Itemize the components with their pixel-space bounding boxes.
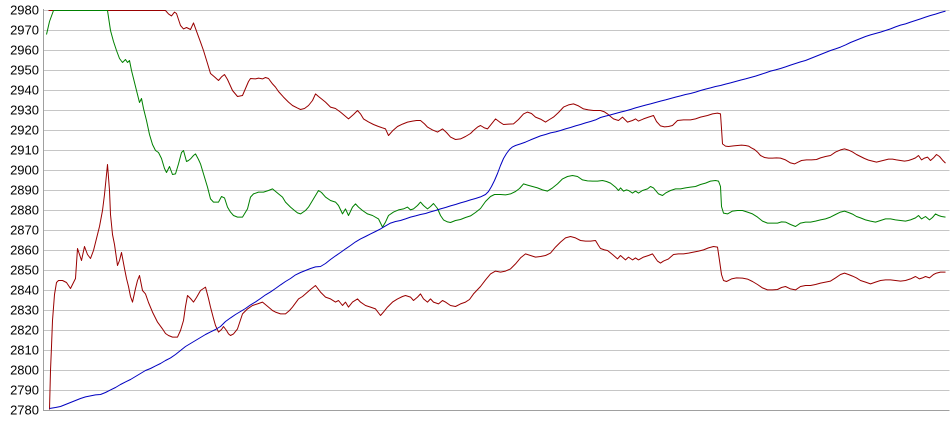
y-tick-label-2860: 2860 xyxy=(10,243,39,258)
y-tick-label-2830: 2830 xyxy=(10,303,39,318)
y-tick-label-2910: 2910 xyxy=(10,143,39,158)
y-tick-label-2930: 2930 xyxy=(10,103,39,118)
y-tick-label-2900: 2900 xyxy=(10,163,39,178)
y-tick-label-2780: 2780 xyxy=(10,403,39,418)
red-upper-band xyxy=(48,10,946,165)
y-tick-label-2810: 2810 xyxy=(10,343,39,358)
y-tick-label-2820: 2820 xyxy=(10,323,39,338)
y-tick-label-2980: 2980 xyxy=(10,3,39,18)
y-tick-label-2870: 2870 xyxy=(10,223,39,238)
y-tick-label-2880: 2880 xyxy=(10,203,39,218)
y-tick-label-2850: 2850 xyxy=(10,263,39,278)
y-tick-label-2840: 2840 xyxy=(10,283,39,298)
y-tick-label-2940: 2940 xyxy=(10,83,39,98)
y-tick-label-2890: 2890 xyxy=(10,183,39,198)
y-tick-label-2790: 2790 xyxy=(10,383,39,398)
y-tick-label-2970: 2970 xyxy=(10,23,39,38)
red-lower-band xyxy=(49,164,946,410)
y-tick-label-2920: 2920 xyxy=(10,123,39,138)
y-tick-label-2800: 2800 xyxy=(10,363,39,378)
y-tick-label-2960: 2960 xyxy=(10,43,39,58)
blue-trend-line xyxy=(49,10,946,409)
y-tick-label-2950: 2950 xyxy=(10,63,39,78)
green-middle-line xyxy=(46,10,946,228)
